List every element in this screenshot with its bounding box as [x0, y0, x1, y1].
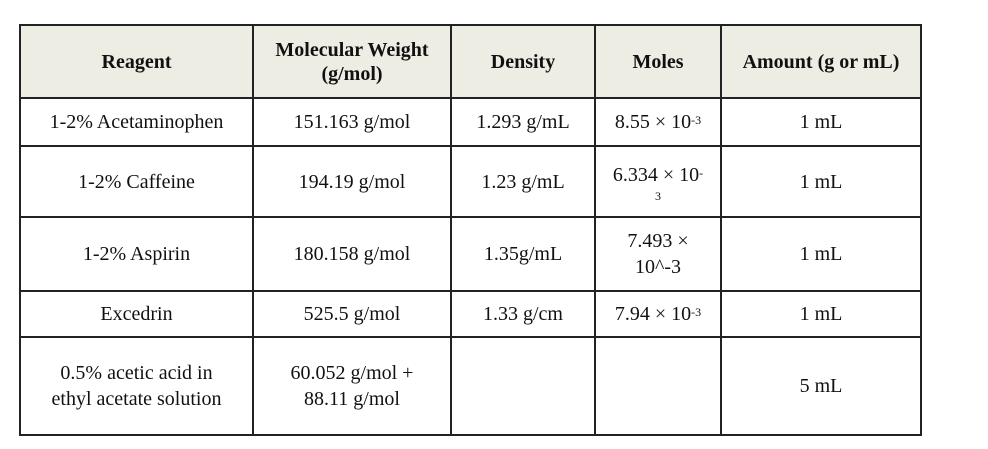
cell-reagent: Excedrin	[19, 290, 254, 338]
reagent-line-1: 0.5% acetic acid in	[60, 362, 213, 384]
moles-line-1: 7.493 ×	[627, 230, 689, 252]
cell-molecular-weight: 194.19 g/mol	[252, 145, 452, 218]
reagent-table: Reagent Molecular Weight (g/mol) Density…	[19, 24, 922, 436]
moles-exponent: -3	[691, 305, 702, 319]
cell-moles	[594, 336, 722, 436]
cell-moles: 6.334 × 10- 3	[594, 145, 722, 218]
moles-exponent: -	[699, 165, 704, 180]
cell-reagent: 1-2% Aspirin	[19, 216, 254, 292]
cell-density: 1.293 g/mL	[450, 97, 596, 147]
cell-amount: 1 mL	[720, 216, 922, 292]
cell-molecular-weight: 180.158 g/mol	[252, 216, 452, 292]
header-reagent: Reagent	[19, 24, 254, 99]
cell-moles: 7.94 × 10-3	[594, 290, 722, 338]
table-row: 1-2% Acetaminophen 151.163 g/mol 1.293 g…	[19, 97, 922, 147]
moles-exponent-wrapped: 3	[655, 188, 661, 203]
moles-base: 7.94 × 10	[614, 303, 692, 325]
mw-line-2: 88.11 g/mol	[304, 388, 400, 410]
moles-line-2: 10^-3	[634, 256, 682, 278]
table-row: Excedrin 525.5 g/mol 1.33 g/cm 7.94 × 10…	[19, 290, 922, 338]
cell-amount: 5 mL	[720, 336, 922, 436]
cell-moles: 7.493 × 10^-3	[594, 216, 722, 292]
cell-density: 1.33 g/cm	[450, 290, 596, 338]
header-row: Reagent Molecular Weight (g/mol) Density…	[19, 24, 922, 99]
header-moles: Moles	[594, 24, 722, 99]
table-row: 1-2% Caffeine 194.19 g/mol 1.23 g/mL 6.3…	[19, 145, 922, 218]
header-density: Density	[450, 24, 596, 99]
cell-molecular-weight: 60.052 g/mol + 88.11 g/mol	[252, 336, 452, 436]
cell-density: 1.23 g/mL	[450, 145, 596, 218]
moles-exponent: -3	[691, 113, 702, 127]
mw-line-1: 60.052 g/mol +	[290, 362, 414, 384]
table-row: 0.5% acetic acid in ethyl acetate soluti…	[19, 336, 922, 436]
cell-density: 1.35g/mL	[450, 216, 596, 292]
cell-reagent: 1-2% Caffeine	[19, 145, 254, 218]
reagent-line-2: ethyl acetate solution	[51, 388, 222, 410]
cell-amount: 1 mL	[720, 290, 922, 338]
cell-moles: 8.55 × 10-3	[594, 97, 722, 147]
cell-amount: 1 mL	[720, 145, 922, 218]
header-molecular-weight: Molecular Weight (g/mol)	[252, 24, 452, 99]
cell-density	[450, 336, 596, 436]
moles-base: 6.334 × 10	[612, 163, 700, 186]
cell-molecular-weight: 525.5 g/mol	[252, 290, 452, 338]
cell-reagent: 0.5% acetic acid in ethyl acetate soluti…	[19, 336, 254, 436]
cell-molecular-weight: 151.163 g/mol	[252, 97, 452, 147]
header-amount: Amount (g or mL)	[720, 24, 922, 99]
cell-amount: 1 mL	[720, 97, 922, 147]
moles-base: 8.55 × 10	[614, 111, 692, 133]
cell-reagent: 1-2% Acetaminophen	[19, 97, 254, 147]
table-row: 1-2% Aspirin 180.158 g/mol 1.35g/mL 7.49…	[19, 216, 922, 292]
